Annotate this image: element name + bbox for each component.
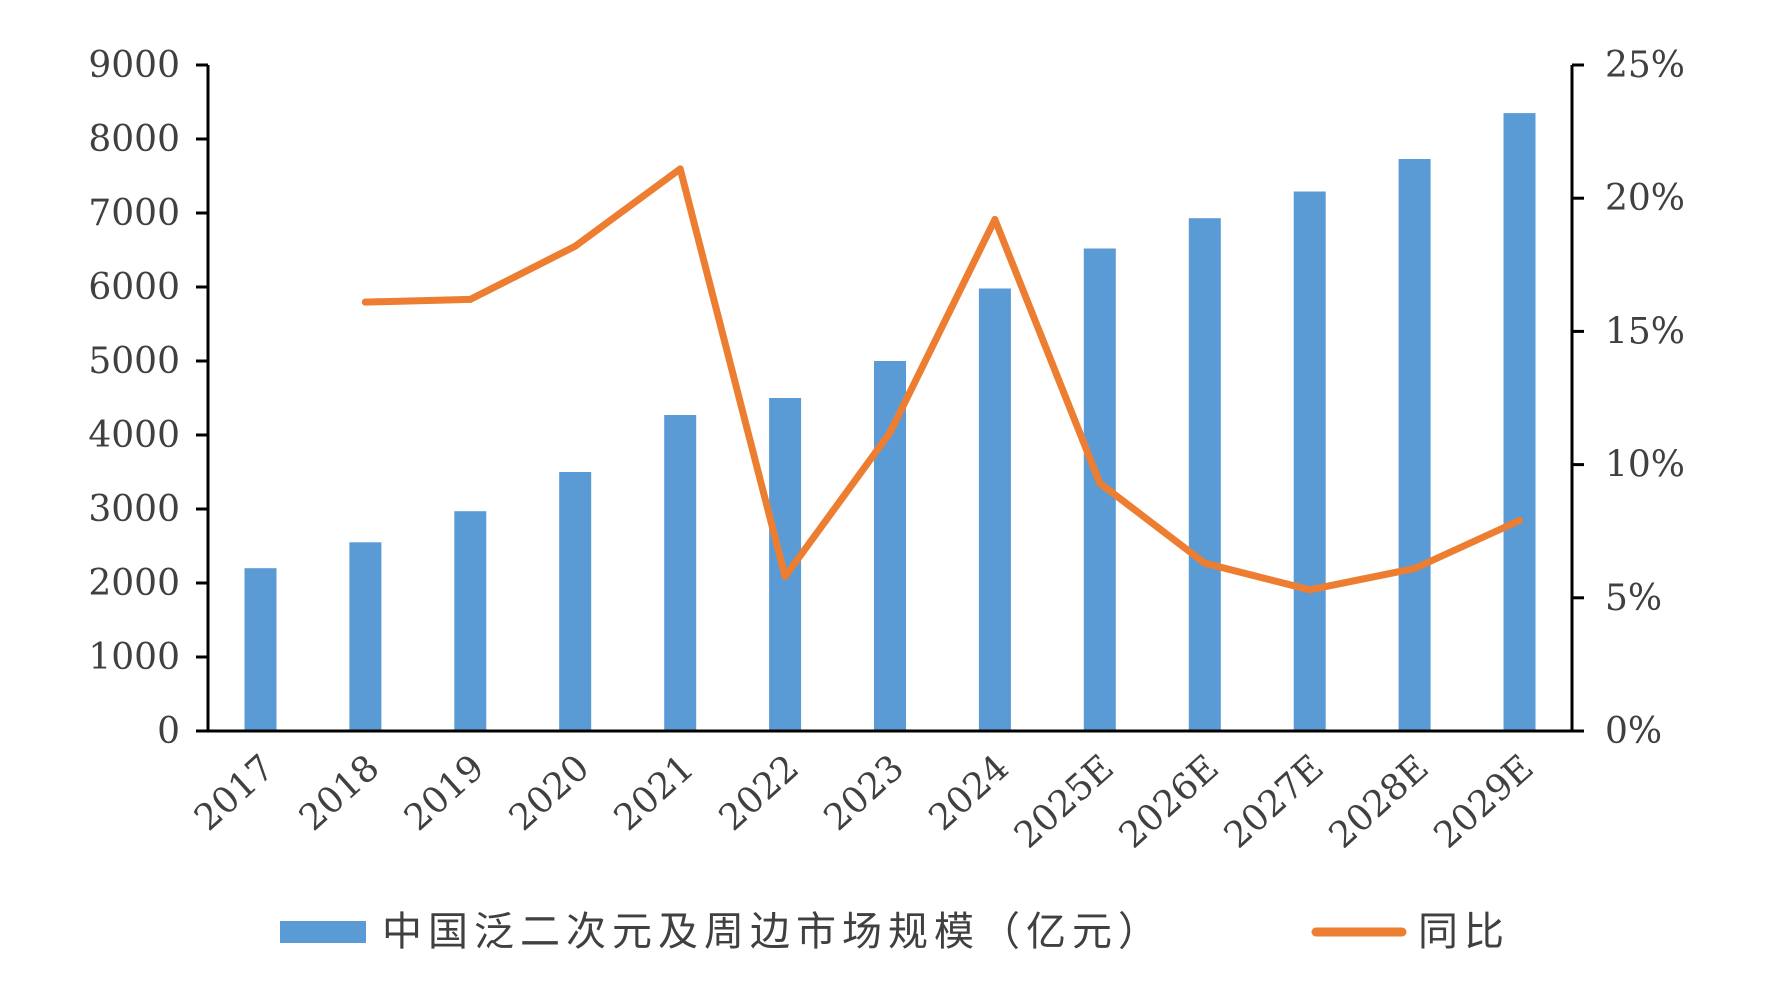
x-tick-label: 2026E: [1112, 747, 1227, 856]
yoy-point-2027E: [1306, 586, 1314, 594]
x-axis-ticks: 2017 2018 2019 2020 2021 2022 2023 20242025E202…: [187, 747, 1542, 856]
x-tick-label: 2028E: [1322, 747, 1437, 856]
x-tick-label: 2020: [502, 747, 598, 839]
yoy-point-2019: [466, 295, 474, 303]
x-tick-label: 2023: [816, 747, 912, 839]
axes: [196, 65, 1584, 733]
bar-2020: [559, 472, 592, 731]
bar-2023: [874, 361, 906, 731]
yoy-point-2018: [361, 298, 369, 306]
right-tick-label: 25%: [1605, 45, 1685, 86]
legend-bar-label: 中国泛二次元及周边市场规模（亿元）: [382, 909, 1164, 955]
left-tick-label: 9000: [88, 45, 180, 86]
yoy-point-2021: [676, 165, 684, 173]
x-tick-label: 2022: [712, 747, 808, 839]
x-tick-label: 2019: [397, 747, 493, 839]
bar-2019: [454, 511, 487, 731]
left-tick-label: 1000: [88, 637, 180, 678]
left-tick-label: 8000: [88, 119, 180, 160]
yoy-point-2022: [781, 573, 789, 580]
right-tick-label: 0%: [1605, 711, 1662, 752]
yoy-point-2020: [571, 242, 579, 250]
left-y-axis-ticks: 0 1000 2000 3000 4000 5000 6000 7000 8000 9000: [88, 45, 208, 752]
bar-2018: [349, 542, 382, 731]
yoy-point-2029E: [1516, 517, 1523, 524]
bar-2029E: [1503, 113, 1536, 732]
x-tick-label: 2027E: [1217, 747, 1332, 856]
bar-series: [244, 113, 1536, 732]
x-tick-label: 2024: [921, 747, 1017, 839]
x-tick-label: 2018: [292, 747, 388, 839]
legend-line-label: 同比: [1418, 909, 1510, 955]
bar-2027E: [1293, 191, 1326, 731]
x-tick-label: 2017: [187, 747, 283, 839]
line-series: [361, 165, 1523, 594]
right-tick-label: 20%: [1605, 178, 1685, 219]
left-tick-label: 5000: [88, 341, 180, 382]
left-tick-label: 6000: [88, 267, 180, 308]
left-tick-label: 7000: [88, 193, 180, 234]
bar-2017: [244, 568, 277, 731]
yoy-point-2023: [886, 429, 894, 437]
right-y-axis-ticks: 0% 5% 10% 15% 20% 25%: [1572, 45, 1685, 752]
left-tick-label: 2000: [88, 563, 180, 604]
legend: 中国泛二次元及周边市场规模（亿元） 同比: [280, 909, 1510, 955]
x-tick-label: 2025E: [1007, 747, 1122, 856]
yoy-line: [361, 165, 1523, 594]
left-tick-label: 3000: [88, 489, 180, 530]
bar-2026E: [1188, 218, 1221, 731]
right-tick-label: 10%: [1605, 445, 1685, 486]
right-tick-label: 15%: [1605, 311, 1685, 352]
bar-2028E: [1398, 159, 1431, 731]
x-tick-label: 2021: [607, 747, 703, 839]
yoy-point-2025E: [1096, 479, 1104, 487]
left-tick-label: 4000: [88, 415, 180, 456]
right-tick-label: 5%: [1605, 578, 1662, 619]
yoy-point-2028E: [1411, 565, 1419, 572]
left-tick-label: 0: [157, 711, 180, 752]
legend-bar-swatch: [280, 921, 366, 943]
bar-2024: [978, 288, 1011, 731]
yoy-point-2024: [991, 216, 999, 223]
yoy-point-2026E: [1201, 559, 1209, 567]
bar-2021: [664, 415, 697, 731]
x-tick-label: 2029E: [1427, 747, 1542, 856]
